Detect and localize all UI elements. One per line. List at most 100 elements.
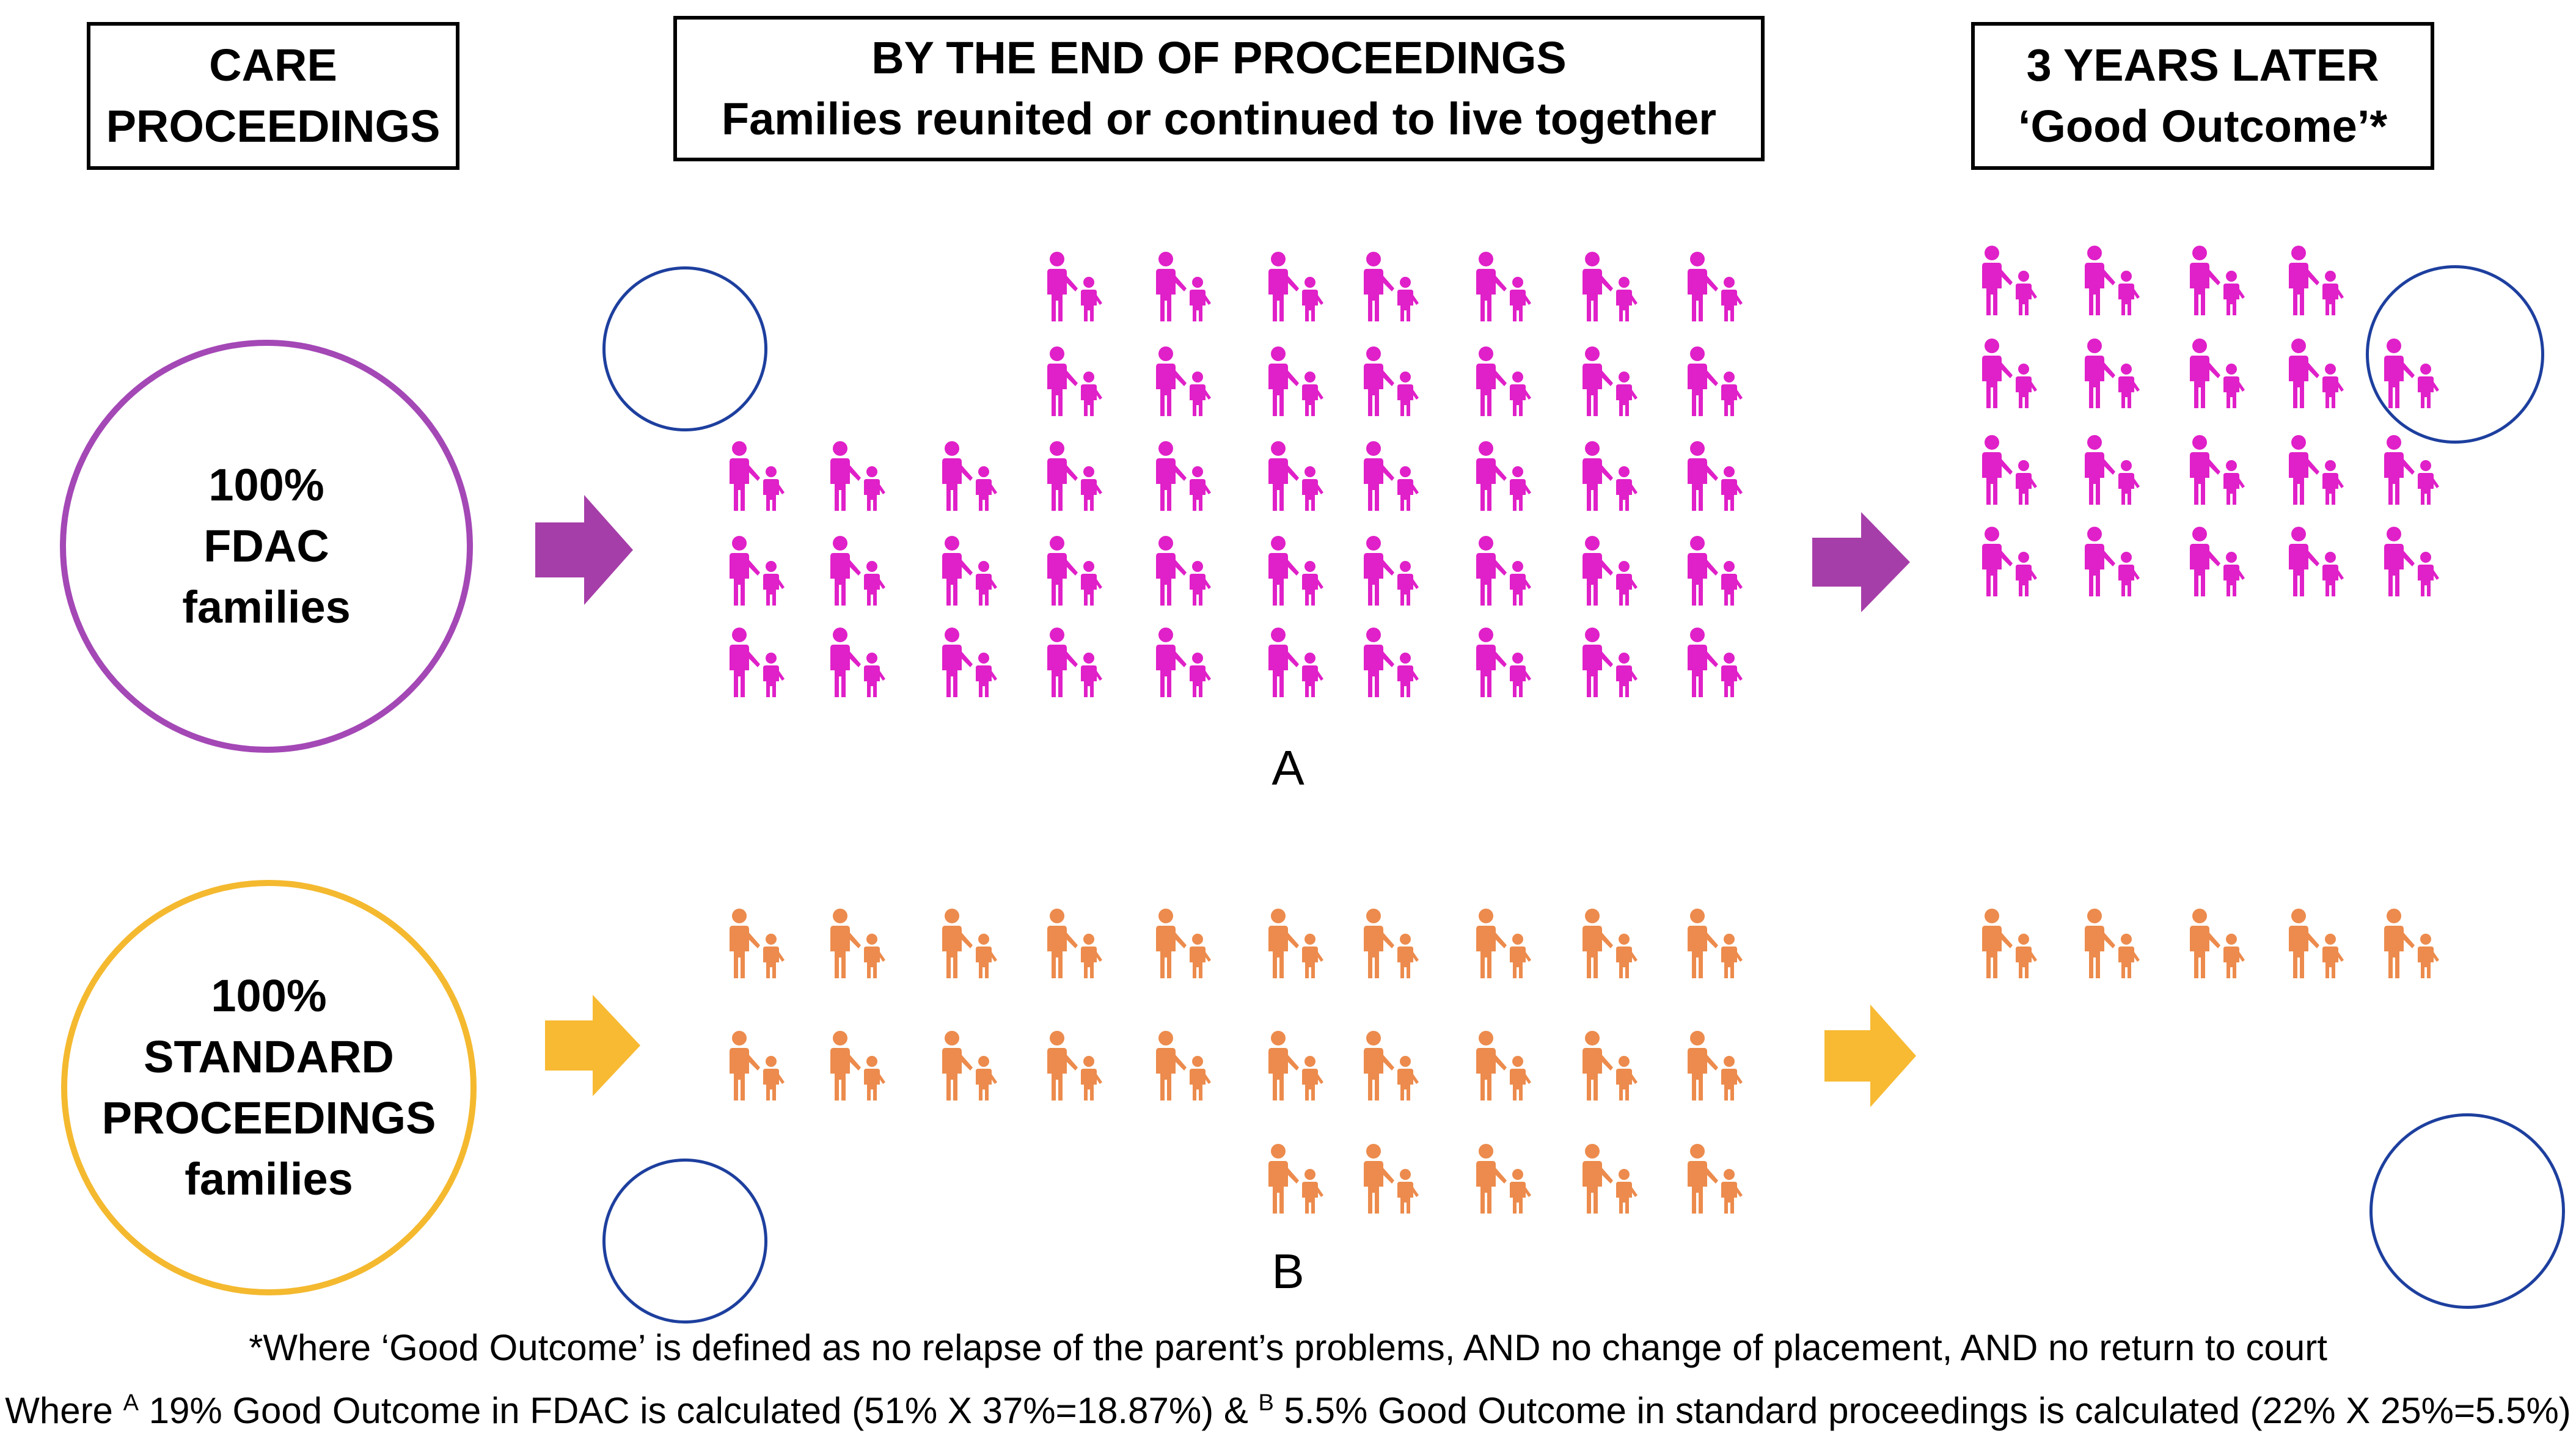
fdac-later-family-icon-2 — [1982, 339, 2037, 408]
fdac-later-family-icon-19 — [2384, 339, 2439, 408]
fdac-end-family-icon-26 — [1476, 346, 1531, 416]
fdac-end-family-icon-30 — [1583, 346, 1637, 416]
standard-end-family-icon-12 — [1268, 1031, 1323, 1100]
footnote-sup-a: A — [123, 1390, 139, 1416]
standard-end-family-icon-19 — [1476, 1144, 1531, 1214]
fdac-later-family-icon-16 — [2289, 527, 2344, 596]
fdac-end-family-icon-17 — [1156, 628, 1211, 697]
fdac-end-family-icon-36 — [1688, 536, 1743, 606]
fdac-end-family-icon-33 — [1583, 628, 1637, 697]
standard-arrow-2-icon — [1824, 1005, 1916, 1107]
footnote-calc-prefix: Where — [5, 1390, 123, 1431]
fdac-later-family-icon-14 — [2289, 339, 2344, 408]
standard-later-family-icon-5 — [2384, 909, 2439, 978]
standard-percent: 100% — [211, 970, 327, 1021]
fdac-end-family-icon-9 — [942, 628, 997, 697]
fdac-percent: 100% — [208, 460, 324, 510]
standard-end-family-icon-10 — [1156, 1031, 1211, 1100]
fdac-end-family-icon-40 — [1268, 252, 1323, 321]
decor-circle-top-right — [2366, 265, 2544, 444]
footnote-definition: *Where ‘Good Outcome’ is defined as no r… — [0, 1324, 2576, 1372]
fdac-end-family-icon-1 — [730, 441, 785, 511]
fdac-end-family-icon-43 — [1583, 252, 1637, 321]
fdac-end-family-icon-21 — [1268, 628, 1323, 697]
standard-end-family-icon-13 — [1268, 1144, 1323, 1214]
fdac-end-family-icon-20 — [1268, 536, 1323, 606]
fdac-name: FDAC — [203, 521, 329, 571]
header-care-line1: CARE — [209, 40, 337, 90]
fdac-later-family-icon-4 — [1982, 527, 2037, 596]
fdac-end-family-icon-25 — [1364, 628, 1419, 697]
fdac-end-family-icon-14 — [1156, 346, 1211, 416]
standard-end-family-icon-5 — [942, 909, 997, 978]
standard-name-line1: STANDARD — [144, 1031, 394, 1082]
fdac-end-family-icon-41 — [1364, 252, 1419, 321]
fdac-later-family-icon-13 — [2289, 246, 2344, 315]
fdac-end-family-icon-34 — [1688, 346, 1743, 416]
fdac-later-family-icon-17 — [2384, 435, 2439, 505]
standard-end-family-icon-7 — [1047, 909, 1102, 978]
fdac-later-family-icon-5 — [2085, 246, 2140, 315]
standard-end-family-icon-6 — [942, 1031, 997, 1100]
fdac-end-family-icon-23 — [1364, 441, 1419, 511]
standard-end-family-icon-3 — [830, 909, 885, 978]
fdac-later-family-icon-3 — [1982, 435, 2037, 505]
standard-later-family-icon-4 — [2289, 909, 2344, 978]
label-b: B — [1272, 1244, 1304, 1298]
header-later-line1: 3 YEARS LATER — [2026, 40, 2379, 90]
fdac-end-family-icon-38 — [1047, 252, 1102, 321]
fdac-arrow-2-icon — [1812, 512, 1910, 612]
fdac-end-family-icon-15 — [1156, 441, 1211, 511]
fdac-later-family-icon-15 — [2289, 435, 2344, 505]
label-a: A — [1272, 741, 1304, 795]
fdac-end-family-icon-29 — [1476, 628, 1531, 697]
fdac-end-family-icon-8 — [942, 536, 997, 606]
standard-end-family-icon-21 — [1583, 1031, 1637, 1100]
fdac-later-family-icon-6 — [2085, 339, 2140, 408]
fdac-later-family-icon-1 — [1982, 246, 2037, 315]
standard-end-family-icon-9 — [1156, 909, 1211, 978]
header-end-of-proceedings: BY THE END OF PROCEEDINGS Families reuni… — [673, 16, 1765, 161]
fdac-later-family-icon-7 — [2085, 435, 2140, 505]
fdac-end-family-icon-12 — [1047, 536, 1102, 606]
standard-arrow-1-icon — [545, 995, 640, 1096]
standard-end-family-icon-24 — [1688, 1031, 1743, 1100]
fdac-end-family-icon-4 — [830, 441, 885, 511]
fdac-end-family-icon-27 — [1476, 441, 1531, 511]
fdac-end-family-icon-42 — [1476, 252, 1531, 321]
header-three-years-later: 3 YEARS LATER ‘Good Outcome’* — [1971, 22, 2434, 170]
footnote-definition-text: *Where ‘Good Outcome’ is defined as no r… — [249, 1327, 2327, 1368]
standard-families-circle: 100% STANDARD PROCEEDINGS families — [61, 880, 477, 1295]
fdac-end-family-icon-37 — [1688, 628, 1743, 697]
decor-circle-top-middle — [602, 266, 767, 431]
header-care-proceedings: CARE PROCEEDINGS — [87, 22, 459, 170]
header-end-line2: Families reunited or continued to live t… — [721, 93, 1717, 144]
decor-circle-bottom-right — [2369, 1113, 2565, 1309]
standard-end-family-icon-4 — [830, 1031, 885, 1100]
fdac-later-family-icon-11 — [2190, 435, 2245, 505]
standard-end-family-icon-20 — [1583, 909, 1637, 978]
standard-end-family-icon-1 — [730, 909, 785, 978]
fdac-end-family-icon-11 — [1047, 441, 1102, 511]
standard-end-family-icon-16 — [1364, 1144, 1419, 1214]
fdac-end-family-icon-44 — [1688, 252, 1743, 321]
standard-end-family-icon-2 — [730, 1031, 785, 1100]
fdac-end-family-icon-5 — [830, 536, 885, 606]
footnote-calc-b: 5.5% Good Outcome in standard proceeding… — [1273, 1390, 2571, 1431]
standard-end-family-icon-14 — [1364, 909, 1419, 978]
standard-end-family-icon-8 — [1047, 1031, 1102, 1100]
header-care-line2: PROCEEDINGS — [106, 101, 441, 152]
fdac-end-family-icon-13 — [1047, 628, 1102, 697]
fdac-end-family-icon-6 — [830, 628, 885, 697]
fdac-end-family-icon-2 — [730, 536, 785, 606]
standard-end-family-icon-22 — [1583, 1144, 1637, 1214]
fdac-end-family-icon-39 — [1156, 252, 1211, 321]
header-end-line1: BY THE END OF PROCEEDINGS — [871, 32, 1567, 83]
fdac-later-family-icon-10 — [2190, 339, 2245, 408]
fdac-end-family-icon-18 — [1268, 346, 1323, 416]
fdac-later-family-icon-8 — [2085, 527, 2140, 596]
fdac-end-family-icon-31 — [1583, 441, 1637, 511]
fdac-families-word: families — [182, 582, 351, 632]
fdac-later-family-icon-18 — [2384, 527, 2439, 596]
